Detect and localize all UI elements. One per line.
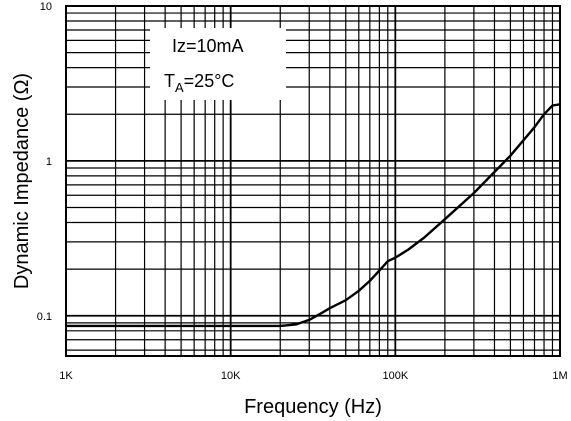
- annotation-background: [150, 28, 286, 100]
- temperature-value: =25°C: [184, 71, 235, 91]
- y-tick-label: 10: [40, 1, 52, 13]
- y-tick-label: 1: [46, 156, 52, 168]
- current-annotation: Iz=10mA: [172, 36, 244, 56]
- x-tick-label: 10K: [221, 370, 241, 382]
- y-axis-title: Dynamic Impedance (Ω): [11, 73, 33, 289]
- x-tick-label: 1K: [59, 370, 73, 382]
- plot-frame: [65, 5, 561, 357]
- x-tick-labels: 1K 10K 100K 1M: [59, 370, 567, 382]
- x-tick-label: 1M: [552, 370, 567, 382]
- annotation-box: Iz=10mA TA=25°C: [150, 28, 286, 100]
- x-tick-label: 100K: [382, 370, 408, 382]
- impedance-curve: [66, 103, 561, 328]
- y-tick-labels: 0.1 1 10: [37, 1, 52, 323]
- x-axis-title: Frequency (Hz): [244, 396, 382, 418]
- temperature-annotation: TA=25°C: [164, 71, 234, 95]
- y-tick-label: 0.1: [37, 311, 52, 323]
- temperature-subscript: A: [175, 80, 184, 95]
- temperature-symbol: T: [164, 71, 175, 91]
